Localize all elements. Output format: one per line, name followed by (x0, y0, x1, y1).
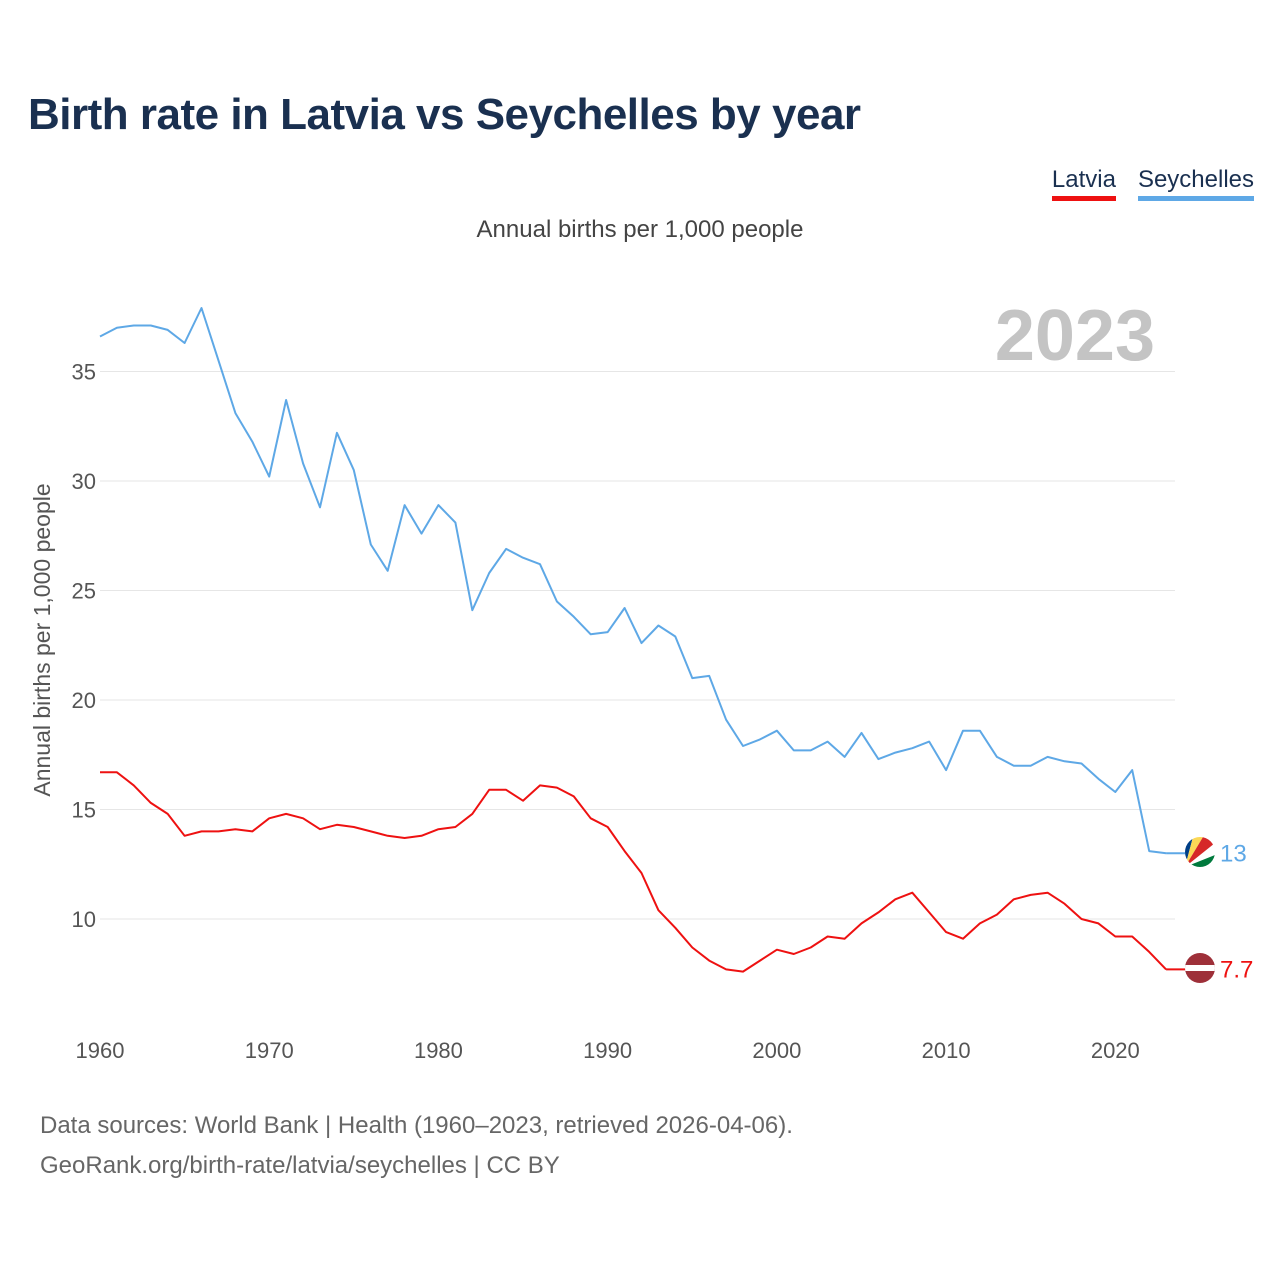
x-tick-label: 1990 (583, 1038, 632, 1063)
line-chart: 10 15 20 25 30 35 1960 1970 1980 1990 2000 2010 2020… (29, 296, 1253, 1063)
x-tick-label: 2000 (752, 1038, 801, 1063)
x-tick-label: 1980 (414, 1038, 463, 1063)
latvia-flag-icon (1185, 953, 1215, 983)
series-line-seychelles[interactable] (99, 307, 1167, 855)
chart-title: Birth rate in Latvia vs Seychelles by ye… (28, 90, 861, 139)
footer: Data sources: World Bank | Health (1960–… (40, 1106, 793, 1186)
legend-item-seychelles[interactable]: Seychelles (1137, 166, 1254, 201)
data-source-note: Data sources: World Bank | Health (1960–… (40, 1112, 793, 1139)
year-watermark: 2023 (995, 296, 1155, 376)
series-line-latvia[interactable] (100, 771, 1167, 973)
y-tick-label: 15 (72, 798, 96, 823)
y-tick-label: 10 (72, 907, 96, 932)
seychelles-flag-icon (1185, 837, 1215, 867)
y-tick-label: 30 (72, 469, 96, 494)
y-tick-label: 20 (72, 688, 96, 713)
source-url: GeoRank.org/birth-rate/latvia/seychelles… (40, 1152, 560, 1179)
end-value-label-seychelles: 13 (1220, 840, 1247, 867)
x-tick-label: 2020 (1091, 1038, 1140, 1063)
x-tick-label: 1970 (245, 1038, 294, 1063)
end-value-label-latvia: 7.7 (1220, 956, 1253, 983)
y-axis-label: Annual births per 1,000 people (29, 483, 55, 796)
legend: Latvia Seychelles (1051, 166, 1254, 201)
y-tick-label: 35 (72, 360, 96, 385)
chart-subtitle: Annual births per 1,000 people (476, 216, 804, 243)
y-tick-label: 25 (72, 579, 96, 604)
x-tick-label: 1960 (76, 1038, 125, 1063)
x-tick-label: 2010 (922, 1038, 971, 1063)
legend-item-latvia[interactable]: Latvia (1051, 166, 1116, 201)
